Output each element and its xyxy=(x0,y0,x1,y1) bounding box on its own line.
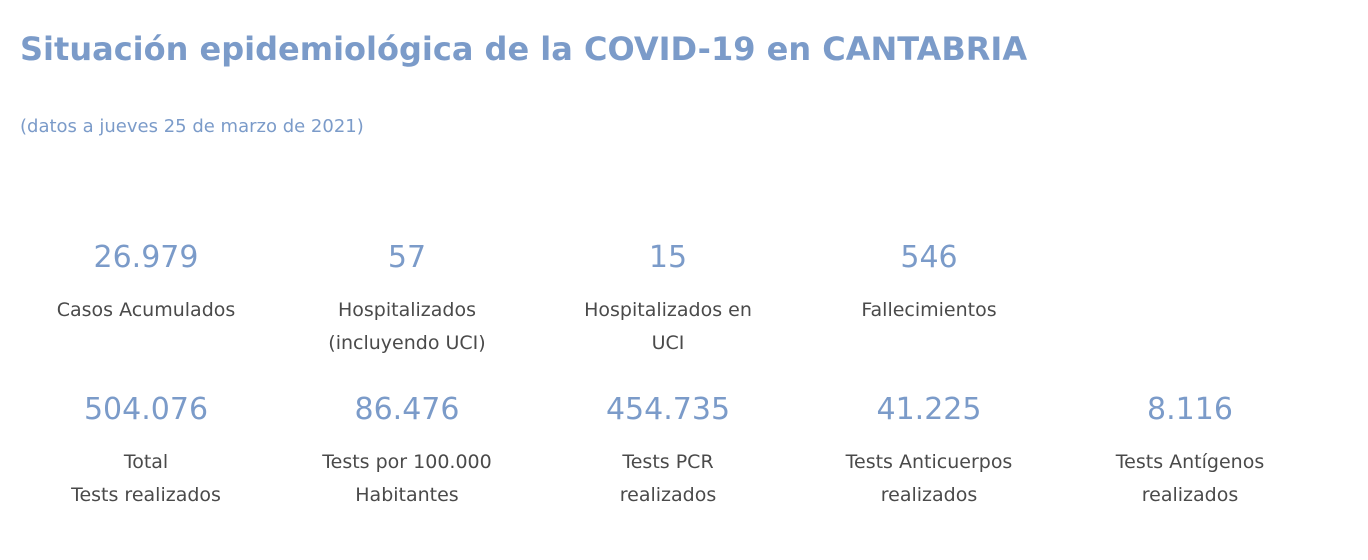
stat-fallecimientos: 546 Fallecimientos xyxy=(809,240,1049,327)
page-title: Situación epidemiológica de la COVID-19 … xyxy=(20,30,1028,68)
stat-value: 546 xyxy=(900,240,958,275)
stat-value: 8.116 xyxy=(1147,392,1233,427)
stat-tests-anticuerpos: 41.225 Tests Anticuerpos realizados xyxy=(809,392,1049,512)
stat-value: 57 xyxy=(387,240,427,275)
stat-label: Tests por 100.000 Habitantes xyxy=(322,451,492,506)
stat-label: Tests Antígenos realizados xyxy=(1115,451,1265,506)
stat-hospitalizados: 57 Hospitalizados (incluyendo UCI) xyxy=(287,240,527,360)
stat-value: 26.979 xyxy=(93,240,199,275)
stat-value: 15 xyxy=(648,240,688,275)
stat-label: Tests PCR realizados xyxy=(619,451,717,506)
stat-casos-acumulados: 26.979 Casos Acumulados xyxy=(26,240,266,327)
stat-label: Hospitalizados en UCI xyxy=(584,299,752,354)
stat-hospitalizados-uci: 15 Hospitalizados en UCI xyxy=(548,240,788,360)
stat-label: Casos Acumulados xyxy=(56,299,236,321)
stat-label: Fallecimientos xyxy=(861,299,997,321)
stat-tests-pcr: 454.735 Tests PCR realizados xyxy=(548,392,788,512)
stat-value: 454.735 xyxy=(605,392,731,427)
stat-value: 504.076 xyxy=(83,392,209,427)
stat-tests-por-habitantes: 86.476 Tests por 100.000 Habitantes xyxy=(287,392,527,512)
stat-total-tests: 504.076 Total Tests realizados xyxy=(26,392,266,512)
stat-label: Total Tests realizados xyxy=(71,451,221,506)
stat-label: Tests Anticuerpos realizados xyxy=(845,451,1013,506)
stat-label: Hospitalizados (incluyendo UCI) xyxy=(328,299,486,354)
data-date-subtitle: (datos a jueves 25 de marzo de 2021) xyxy=(20,116,364,137)
stat-value: 41.225 xyxy=(876,392,982,427)
stat-tests-antigenos: 8.116 Tests Antígenos realizados xyxy=(1070,392,1310,512)
stat-value: 86.476 xyxy=(354,392,460,427)
